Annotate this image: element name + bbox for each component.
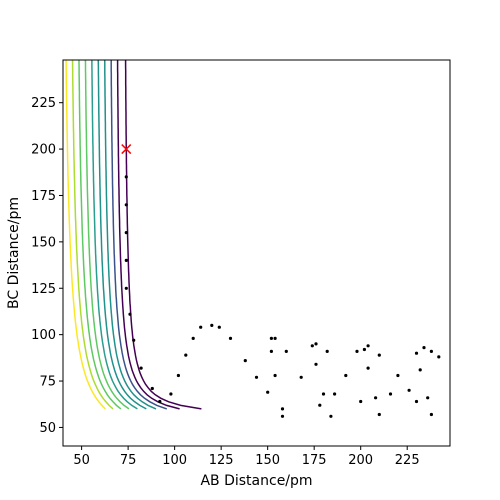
trajectory-point xyxy=(388,392,393,396)
x-tick-label: 125 xyxy=(209,453,234,468)
trajectory-point xyxy=(422,346,426,350)
trajectory-point xyxy=(124,258,128,262)
contour-line xyxy=(71,60,114,410)
trajectory-point xyxy=(266,390,270,394)
trajectory-point xyxy=(377,353,381,357)
trajectory-point xyxy=(228,336,233,340)
trajectory-point xyxy=(355,349,359,353)
trajectory-points xyxy=(124,175,441,418)
trajectory-point xyxy=(314,342,318,346)
contour-line xyxy=(103,60,157,410)
contour-lines xyxy=(65,60,202,410)
trajectory-point xyxy=(437,355,441,359)
trajectory-point xyxy=(333,392,337,396)
y-tick-label: 150 xyxy=(31,235,56,250)
trajectory-point xyxy=(318,403,322,407)
x-tick-label: 75 xyxy=(120,453,137,468)
trajectory-point xyxy=(124,231,128,235)
trajectory-point xyxy=(217,325,221,329)
trajectory-point xyxy=(284,349,288,353)
trajectory-point xyxy=(184,353,188,357)
trajectory-point xyxy=(273,336,277,340)
trajectory-point xyxy=(176,373,180,378)
trajectory-point xyxy=(280,414,285,418)
trajectory-point xyxy=(124,175,128,179)
trajectory-point xyxy=(325,349,329,353)
trajectory-point xyxy=(139,366,143,370)
y-tick-label: 50 xyxy=(39,421,56,436)
trajectory-point xyxy=(344,373,348,378)
trajectory-point xyxy=(407,388,411,392)
x-tick-label: 225 xyxy=(395,453,420,468)
trajectory-point xyxy=(243,359,247,363)
trajectory-point xyxy=(124,286,128,290)
x-tick-label: 150 xyxy=(255,453,280,468)
trajectory-point xyxy=(396,373,400,378)
y-axis-ticks: 50 75 100 125 150 175 200 225 xyxy=(31,96,63,436)
y-tick-label: 75 xyxy=(39,375,56,390)
trajectory-point xyxy=(329,414,333,418)
trajectory-point xyxy=(426,396,430,400)
trajectory-point xyxy=(169,392,173,396)
y-tick-label: 125 xyxy=(31,282,56,297)
trajectory-point xyxy=(362,347,366,352)
trajectory-point xyxy=(254,375,259,379)
trajectory-point xyxy=(359,399,363,404)
x-axis-label: AB Distance/pm xyxy=(200,473,312,489)
y-axis-label: BC Distance/pm xyxy=(6,197,22,309)
contour-line xyxy=(84,60,130,410)
trajectory-point xyxy=(199,325,203,329)
trajectory-point xyxy=(158,399,162,404)
contour-line xyxy=(78,60,122,410)
trajectory-point xyxy=(128,312,132,316)
y-tick-label: 100 xyxy=(31,328,56,343)
trajectory-point xyxy=(374,396,378,400)
trajectory-point xyxy=(321,392,326,396)
trajectory-point xyxy=(414,351,419,355)
trajectory-point xyxy=(418,368,422,372)
trajectory-point xyxy=(366,366,370,370)
contour-line xyxy=(97,60,147,410)
trajectory-point xyxy=(124,203,128,207)
x-tick-label: 175 xyxy=(302,453,327,468)
trajectory-point xyxy=(273,373,277,378)
trajectory-point xyxy=(366,344,370,348)
x-tick-label: 100 xyxy=(162,453,187,468)
plot-frame xyxy=(62,59,451,447)
trajectory-point xyxy=(414,399,419,404)
trajectory-point xyxy=(429,349,433,353)
trajectory-point xyxy=(310,344,314,348)
trajectory-point xyxy=(150,386,154,391)
x-axis-ticks: 50 75 100 125 150 175 200 225 xyxy=(73,446,420,468)
contour-line xyxy=(91,60,138,410)
start-marker-group xyxy=(121,144,132,155)
trajectory-point xyxy=(314,362,318,366)
trajectory-point xyxy=(377,412,381,417)
trajectory-point xyxy=(280,407,285,411)
contour-line xyxy=(110,60,168,410)
x-tick-label: 50 xyxy=(73,453,90,468)
trajectory-point xyxy=(429,412,433,417)
trajectory-point xyxy=(299,375,303,379)
trajectory-point xyxy=(269,336,273,340)
trajectory-point xyxy=(269,349,273,353)
trajectory-point xyxy=(191,336,195,340)
x-tick-label: 200 xyxy=(348,453,373,468)
contour-line xyxy=(116,60,180,410)
trajectory-point xyxy=(132,338,136,342)
y-tick-label: 200 xyxy=(31,143,56,158)
start-marker xyxy=(121,144,132,155)
contour-line xyxy=(65,60,106,410)
y-tick-label: 225 xyxy=(31,96,56,111)
y-tick-label: 175 xyxy=(31,189,56,204)
trajectory-point xyxy=(210,323,214,327)
